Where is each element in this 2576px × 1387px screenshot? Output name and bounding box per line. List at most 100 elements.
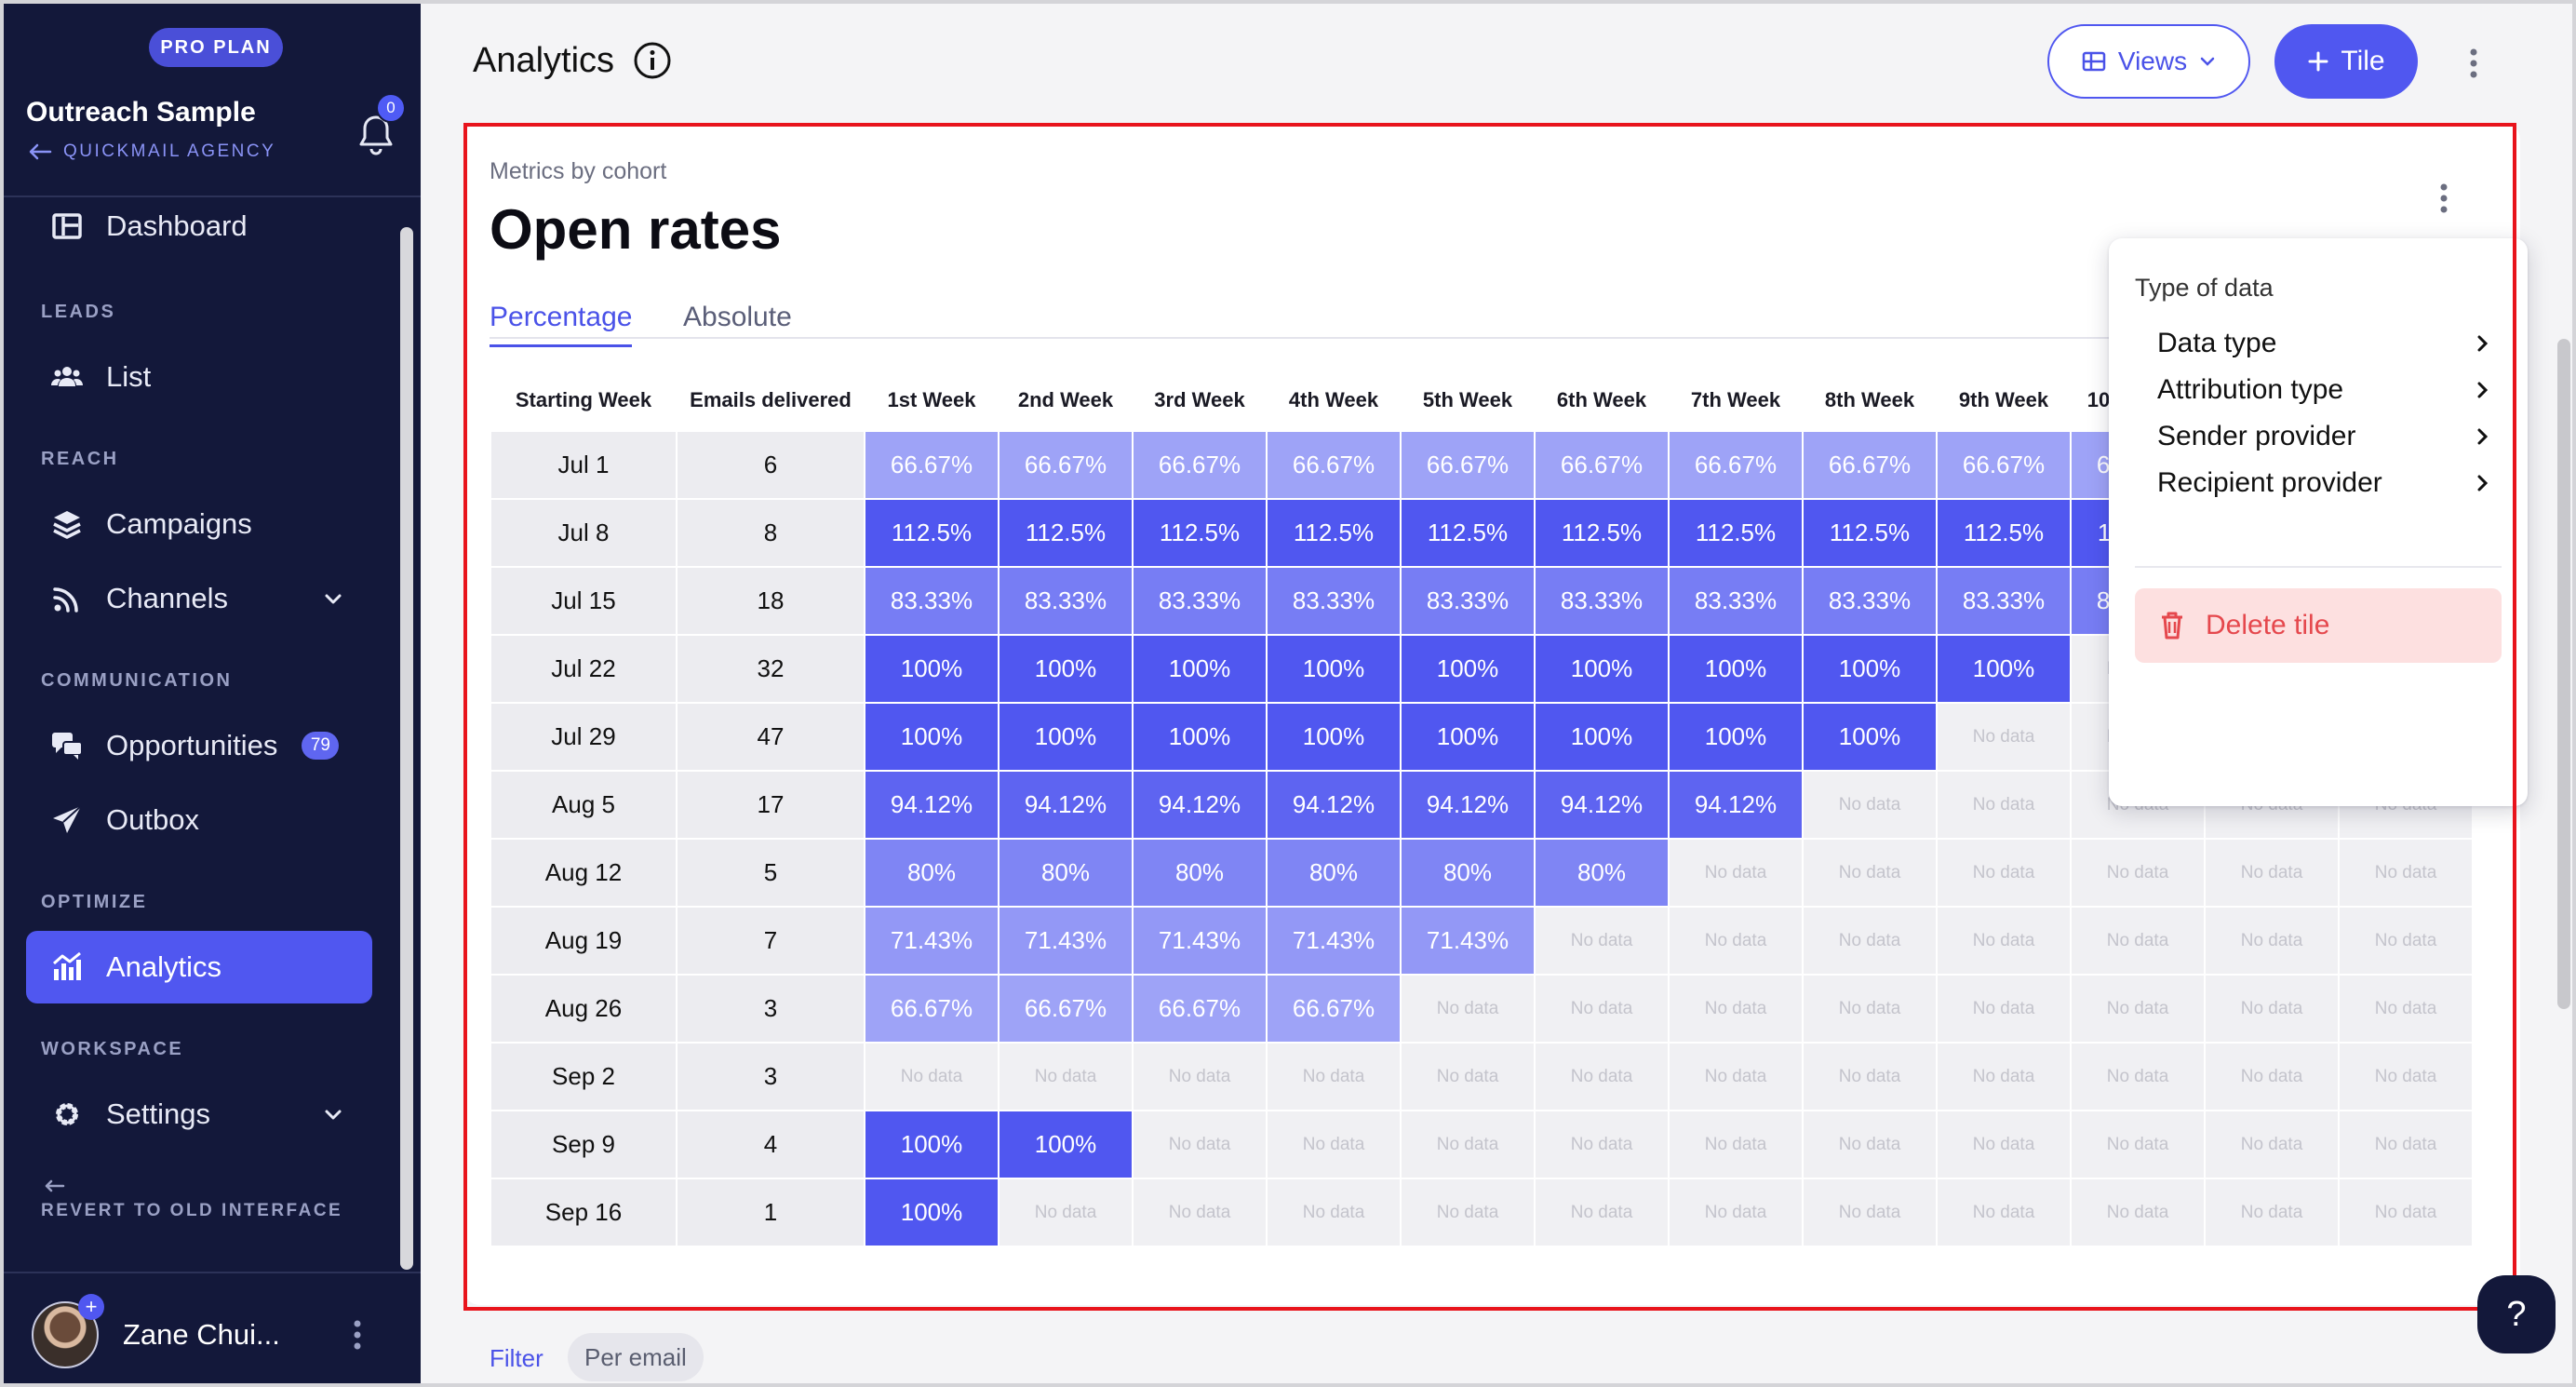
nav-settings[interactable]: Settings: [26, 1078, 372, 1151]
send-icon: [53, 805, 82, 833]
nav-campaigns[interactable]: Campaigns: [26, 488, 372, 560]
filter-link[interactable]: Filter: [490, 1344, 543, 1372]
views-button[interactable]: Views: [2047, 24, 2250, 99]
rate-cell: 100%: [1536, 636, 1668, 702]
trash-icon: [2162, 612, 2182, 640]
more-vertical-icon[interactable]: [2436, 182, 2451, 214]
menu-item-attribution-type[interactable]: Attribution type: [2157, 367, 2492, 413]
rate-cell: 66.67%: [1402, 432, 1534, 498]
rate-cell: 94.12%: [865, 772, 998, 838]
rate-cell: 66.67%: [1000, 976, 1132, 1042]
main-scrollbar[interactable]: [2557, 339, 2570, 1009]
no-data-cell: No data: [1536, 908, 1668, 974]
no-data-cell: No data: [1134, 1044, 1266, 1110]
rate-cell: 71.43%: [1402, 908, 1534, 974]
no-data-cell: No data: [1402, 976, 1534, 1042]
more-vertical-icon[interactable]: [2466, 47, 2481, 80]
agency-link[interactable]: QUICKMAIL AGENCY: [28, 141, 275, 162]
rate-cell: 100%: [1670, 636, 1802, 702]
column-header: 1st Week: [887, 388, 976, 411]
nav-list[interactable]: List: [26, 341, 372, 413]
menu-item-recipient-provider[interactable]: Recipient provider: [2157, 460, 2492, 506]
no-data-cell: No data: [1000, 1179, 1132, 1246]
no-data-cell: No data: [1670, 1044, 1802, 1110]
nav-opportunities[interactable]: Opportunities 79: [26, 709, 372, 782]
delete-tile-button[interactable]: Delete tile: [2135, 588, 2502, 663]
rate-cell: 83.33%: [865, 568, 998, 634]
chevron-down-icon: [325, 1110, 342, 1120]
tab-percentage[interactable]: Percentage: [490, 302, 633, 347]
no-data-cell: No data: [2072, 976, 2204, 1042]
no-data-cell: No data: [2206, 976, 2338, 1042]
rate-cell: 100%: [865, 1111, 998, 1178]
column-header: 4th Week: [1288, 388, 1379, 411]
per-email-chip[interactable]: Per email: [568, 1333, 704, 1381]
nav-settings-label: Settings: [106, 1097, 211, 1130]
nav-channels[interactable]: Channels: [26, 562, 372, 635]
help-button[interactable]: ?: [2477, 1275, 2556, 1353]
rate-cell: 71.43%: [1134, 908, 1266, 974]
user-name: Zane Chui...: [123, 1318, 280, 1351]
rate-cell: 112.5%: [1402, 500, 1534, 566]
rate-cell: 100%: [1402, 704, 1534, 770]
no-data-cell: No data: [2072, 1179, 2204, 1246]
rate-cell: 100%: [1402, 636, 1534, 702]
no-data-cell: No data: [1268, 1111, 1400, 1178]
column-header: 2nd Week: [1017, 388, 1114, 411]
rate-cell: 94.12%: [1402, 772, 1534, 838]
rate-cell: 66.67%: [1268, 976, 1400, 1042]
rate-cell: 71.43%: [1268, 908, 1400, 974]
no-data-cell: No data: [1536, 1179, 1668, 1246]
no-data-cell: No data: [865, 1044, 998, 1110]
menu-item-data-type[interactable]: Data type: [2157, 320, 2492, 367]
starting-week-cell: Jul 15: [491, 568, 676, 634]
nav-analytics[interactable]: Analytics: [26, 931, 372, 1003]
revert-interface-link[interactable]: REVERT TO OLD INTERFACE: [41, 1201, 343, 1220]
starting-week-cell: Aug 5: [491, 772, 676, 838]
user-bar[interactable]: + Zane Chui...: [4, 1272, 421, 1383]
sidebar: PRO PLAN Outreach Sample QUICKMAIL AGENC…: [4, 4, 421, 1383]
rate-cell: 71.43%: [865, 908, 998, 974]
plan-badge: PRO PLAN: [149, 28, 283, 67]
no-data-cell: No data: [1938, 772, 2070, 838]
no-data-cell: No data: [1804, 772, 1936, 838]
rate-cell: 80%: [865, 840, 998, 906]
rate-cell: 83.33%: [1938, 568, 2070, 634]
no-data-cell: No data: [1000, 1044, 1132, 1110]
more-vertical-icon[interactable]: [346, 1318, 369, 1352]
nav-outbox-label: Outbox: [106, 803, 199, 836]
no-data-cell: No data: [1402, 1044, 1534, 1110]
no-data-cell: No data: [1938, 704, 2070, 770]
no-data-cell: No data: [1938, 976, 2070, 1042]
no-data-cell: No data: [2072, 840, 2204, 906]
page-title: Analytics: [473, 41, 615, 80]
column-header: 9th Week: [1958, 388, 2049, 411]
layers-icon: [53, 511, 81, 539]
rate-cell: 112.5%: [1670, 500, 1802, 566]
table-row: Jul 29 47 100% 100% 100% 100% 100% 100% 100% 100%…: [491, 704, 2472, 770]
sidebar-scrollbar[interactable]: [400, 227, 413, 1270]
rate-cell: 66.67%: [1938, 432, 2070, 498]
section-workspace: WORKSPACE: [41, 1039, 184, 1059]
no-data-cell: No data: [2072, 908, 2204, 974]
starting-week-cell: Aug 26: [491, 976, 676, 1042]
tab-absolute[interactable]: Absolute: [683, 302, 792, 332]
nav-dashboard[interactable]: Dashboard: [26, 190, 372, 263]
no-data-cell: No data: [1938, 1111, 2070, 1178]
rate-cell: 80%: [1268, 840, 1400, 906]
rate-cell: 71.43%: [1000, 908, 1132, 974]
rate-cell: 80%: [1402, 840, 1534, 906]
nav-outbox[interactable]: Outbox: [26, 784, 372, 856]
add-tile-button[interactable]: Tile: [2274, 24, 2418, 99]
info-icon[interactable]: [633, 41, 672, 80]
menu-item-sender-provider[interactable]: Sender provider: [2157, 413, 2492, 460]
rate-cell: 100%: [865, 704, 998, 770]
add-icon[interactable]: +: [78, 1294, 104, 1320]
rate-cell: 83.33%: [1402, 568, 1534, 634]
emails-delivered-cell: 7: [678, 908, 864, 974]
rate-cell: 100%: [1134, 704, 1266, 770]
rate-cell: 100%: [1938, 636, 2070, 702]
rate-cell: 80%: [1134, 840, 1266, 906]
org-name[interactable]: Outreach Sample: [26, 97, 256, 128]
no-data-cell: No data: [1268, 1179, 1400, 1246]
